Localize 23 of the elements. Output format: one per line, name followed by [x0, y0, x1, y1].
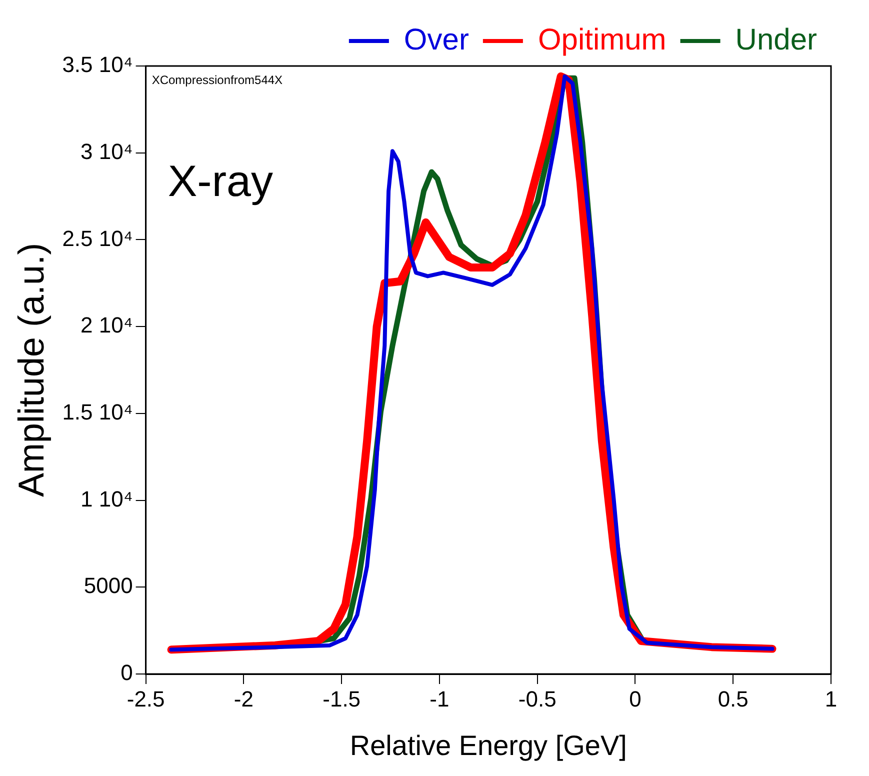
- x-tick-label: -1.5: [322, 686, 361, 712]
- x-axis-title: Relative Energy [GeV]: [350, 730, 627, 761]
- y-tick-label: 1.5 10⁴: [62, 399, 133, 424]
- y-tick-label: 2.5 10⁴: [62, 226, 133, 251]
- x-tick-label: -0.5: [518, 686, 556, 712]
- x-tick-label: 1: [824, 686, 838, 712]
- legend-label: Opitimum: [538, 23, 666, 56]
- x-tick-label: -1: [430, 686, 450, 712]
- legend-label: Under: [735, 23, 818, 56]
- y-tick-label: 2 10⁴: [80, 312, 133, 338]
- x-tick-label: -2.5: [126, 686, 165, 712]
- y-tick-label: 5000: [84, 573, 133, 598]
- x-tick-label: 0.5: [718, 686, 748, 712]
- y-axis-title: Amplitude (a.u.): [10, 242, 52, 498]
- annotation: X-ray: [168, 157, 273, 206]
- annotation: XCompressionfrom544X: [152, 73, 283, 87]
- x-tick-label: -2: [234, 686, 254, 712]
- y-tick-label: 3.5 10⁴: [62, 52, 133, 78]
- legend-label: Over: [404, 23, 469, 56]
- x-tick-label: 0: [629, 686, 642, 712]
- y-tick-label: 3 10⁴: [80, 138, 133, 164]
- y-tick-label: 0: [120, 660, 133, 686]
- y-tick-label: 1 10⁴: [80, 486, 133, 512]
